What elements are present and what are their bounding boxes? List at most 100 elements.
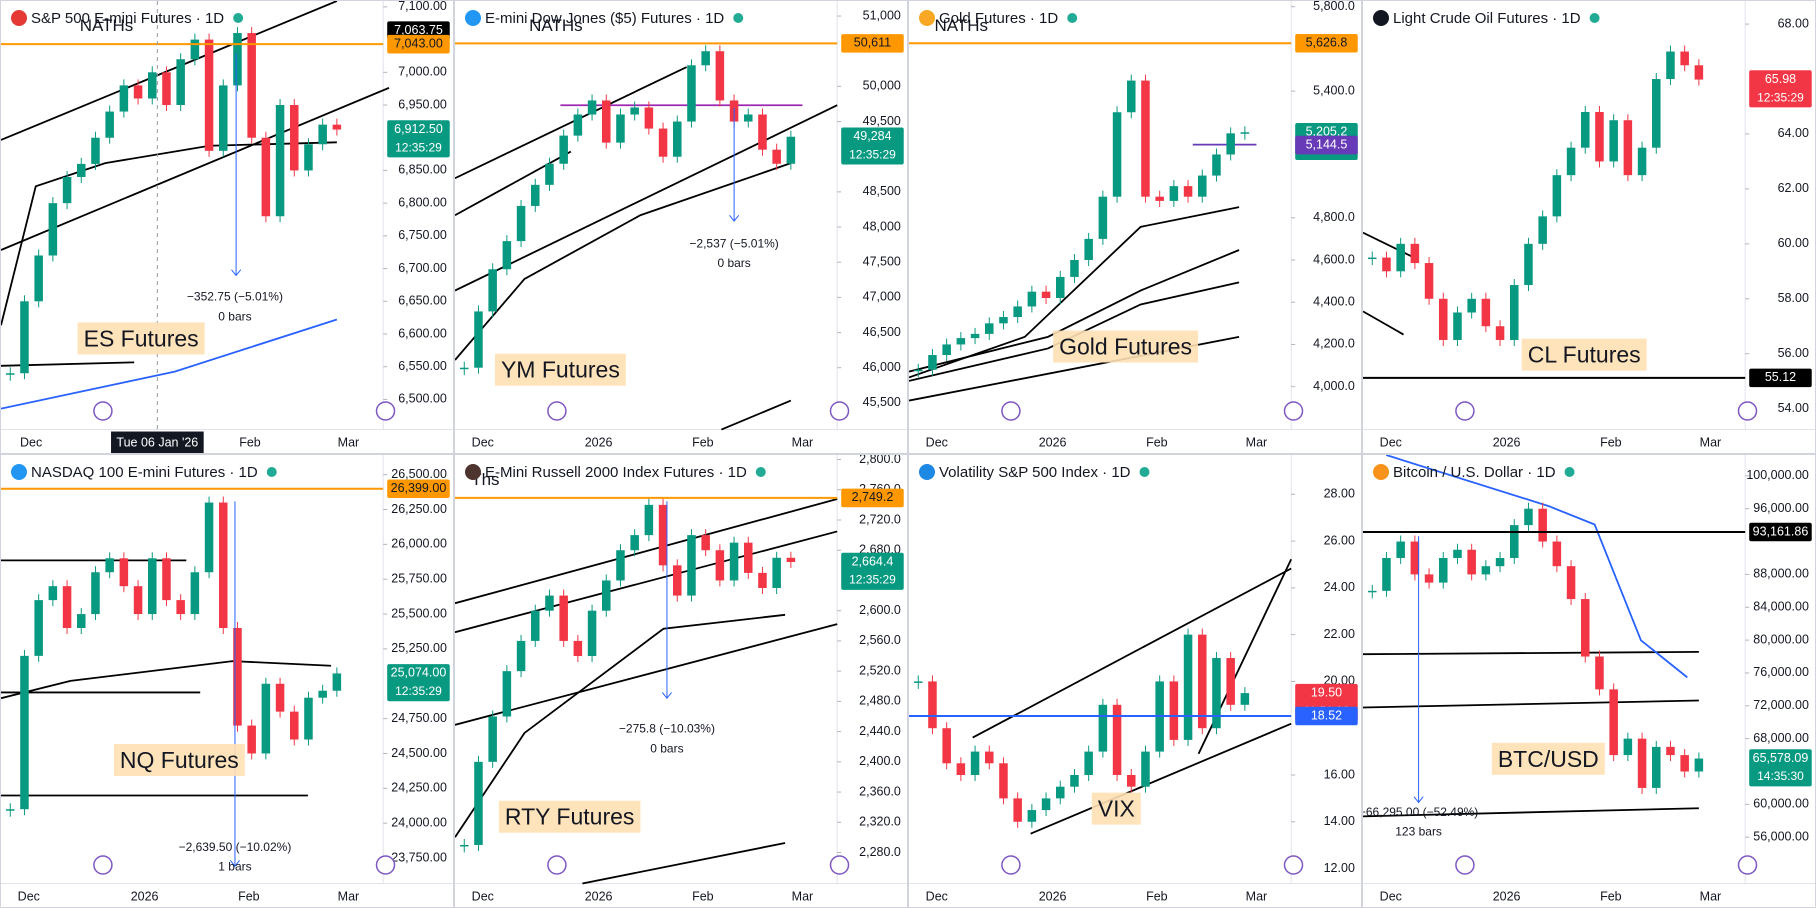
toolbar-button[interactable] [547, 855, 567, 875]
price-badge-label: 18.52 [1311, 708, 1342, 722]
candle-body [1013, 306, 1022, 318]
chart-panel[interactable]: 5,800.0 5,400.0 4,800.0 4,600.0 4,400.0 4,200… [908, 0, 1362, 454]
toolbar-button[interactable] [93, 401, 113, 421]
candle-body [77, 614, 86, 628]
candle-body [233, 33, 242, 86]
measure-bars: 1 bars [218, 859, 251, 873]
toolbar-button[interactable] [375, 855, 396, 875]
trend-line [1385, 455, 1688, 679]
candle-body [1495, 557, 1505, 567]
candle-body [1112, 112, 1122, 197]
toolbar-button[interactable] [1455, 401, 1475, 421]
candle-body [1226, 133, 1235, 155]
toolbar-button[interactable] [93, 855, 113, 875]
y-tick-label: 24,750.00 [391, 711, 447, 725]
toolbar-button[interactable] [1737, 401, 1758, 421]
toolbar-button[interactable] [547, 401, 567, 421]
y-tick-label: 2,360.0 [859, 784, 901, 798]
toolbar-button[interactable] [1737, 855, 1758, 875]
y-tick-label: 4,200.0 [1313, 337, 1355, 351]
status-dot [1589, 13, 1600, 23]
x-tick-label: Feb [1146, 436, 1168, 450]
x-tick-label: Dec [472, 436, 494, 450]
trend-line [455, 104, 838, 292]
candle-body [715, 51, 725, 101]
measure-arrowhead [229, 860, 240, 867]
note: NATHs [80, 16, 134, 35]
y-tick-label: 45,500 [863, 395, 901, 409]
trend-line [1363, 650, 1699, 656]
measure-change: −2,537 (−5.01%) [689, 236, 778, 250]
price-badge-label: 5,205.2 [1306, 125, 1348, 139]
panel-title: Bitcoin / U.S. Dollar · 1D [1393, 464, 1556, 481]
candle-body [1041, 291, 1051, 299]
candle-body [1198, 175, 1207, 197]
x-tick-label: Dec [926, 436, 948, 450]
price-badge-label: 50,611 [854, 36, 891, 50]
candle-body [304, 697, 313, 740]
candle-body [1510, 285, 1519, 340]
chart-panel[interactable]: 2,800.02,760.02,720.02,680.02,600.02,560… [454, 454, 908, 908]
measure-arrowhead [1413, 796, 1424, 804]
trend-line [1, 87, 390, 251]
x-tick-label: Feb [1600, 436, 1622, 450]
trend-line [1030, 722, 1292, 835]
y-tick-label: 26,250.00 [391, 502, 447, 516]
chart-panel[interactable]: 68.00 64.00 62.00 60.00 58.00 56.00 54.00 65.98… [1362, 0, 1816, 454]
candle-body [1538, 216, 1547, 244]
toolbar-button[interactable] [1283, 855, 1304, 875]
candle-body [247, 725, 256, 754]
candle-body [658, 128, 668, 157]
candle-body [148, 558, 157, 615]
price-badge [1295, 135, 1358, 155]
candle-body [701, 535, 710, 551]
y-tick-label: 5,800.0 [1313, 0, 1355, 13]
y-tick-label: 68.00 [1778, 16, 1809, 30]
x-tick-label: 2026 [131, 890, 159, 904]
chart-panel[interactable]: 100,000.00 96,000.00 88,000.00 84,000.00 80,… [1362, 454, 1816, 908]
candle-body [1368, 257, 1377, 260]
panel-title: Volatility S&P 500 Index · 1D [939, 464, 1131, 481]
candle-body [1141, 751, 1150, 787]
price-badge-time: 12:35:29 [1757, 90, 1804, 104]
price-badge-label: 2,749.2 [852, 490, 894, 504]
watermark: CL Futures [1528, 342, 1641, 368]
y-tick-label: 26,000.00 [391, 537, 447, 551]
candle-body [1637, 147, 1647, 176]
x-tick-label: Mar [1700, 890, 1722, 904]
y-tick-label: 51,000 [863, 8, 901, 22]
candle-body [1595, 656, 1604, 690]
trend-line [455, 66, 688, 180]
chart-panel[interactable]: 26,500.00 26,250.00 26,000.00 25,750.00 25,5… [0, 454, 454, 908]
candle-body [1127, 774, 1136, 787]
candle-body [105, 558, 114, 573]
symbol-icon [919, 10, 935, 26]
chart-panel[interactable]: 7,100.00 7,000.00 6,950.00 6,850.00 6,800.00… [0, 0, 454, 454]
toolbar-button[interactable] [375, 401, 396, 421]
y-tick-label: 24.00 [1324, 580, 1355, 594]
y-tick-label: 6,950.00 [398, 97, 447, 111]
price-badge-time: 12:35:29 [395, 140, 442, 154]
x-tick-label: 2026 [585, 436, 613, 450]
toolbar-button[interactable] [1455, 855, 1475, 875]
toolbar-button[interactable] [1001, 855, 1021, 875]
candle-body [1410, 541, 1420, 575]
panel-title: S&P 500 E-mini Futures · 1D [31, 10, 224, 27]
chart-panel[interactable]: 28.0026.0024.0022.0020.0016.0014.0012.00… [908, 454, 1362, 908]
price-badge [1749, 749, 1812, 787]
y-tick-label: 46,500 [863, 325, 901, 339]
candle-body [658, 504, 668, 566]
toolbar-button[interactable] [1283, 401, 1304, 421]
candle-body [488, 269, 497, 312]
toolbar-button[interactable] [1001, 401, 1021, 421]
toolbar-button[interactable] [829, 401, 850, 421]
y-tick-label: 4,400.0 [1313, 295, 1355, 309]
candle-body [77, 163, 86, 177]
chart-panel[interactable]: 51,000 50,000 49,500 48,500 48,000 47,500 47,0… [454, 0, 908, 454]
candle-body [1623, 120, 1633, 176]
toolbar-button[interactable] [829, 855, 850, 875]
candle-body [133, 586, 143, 615]
measure-bars: 123 bars [1395, 825, 1442, 839]
x-tick-label: Dec [472, 890, 494, 904]
